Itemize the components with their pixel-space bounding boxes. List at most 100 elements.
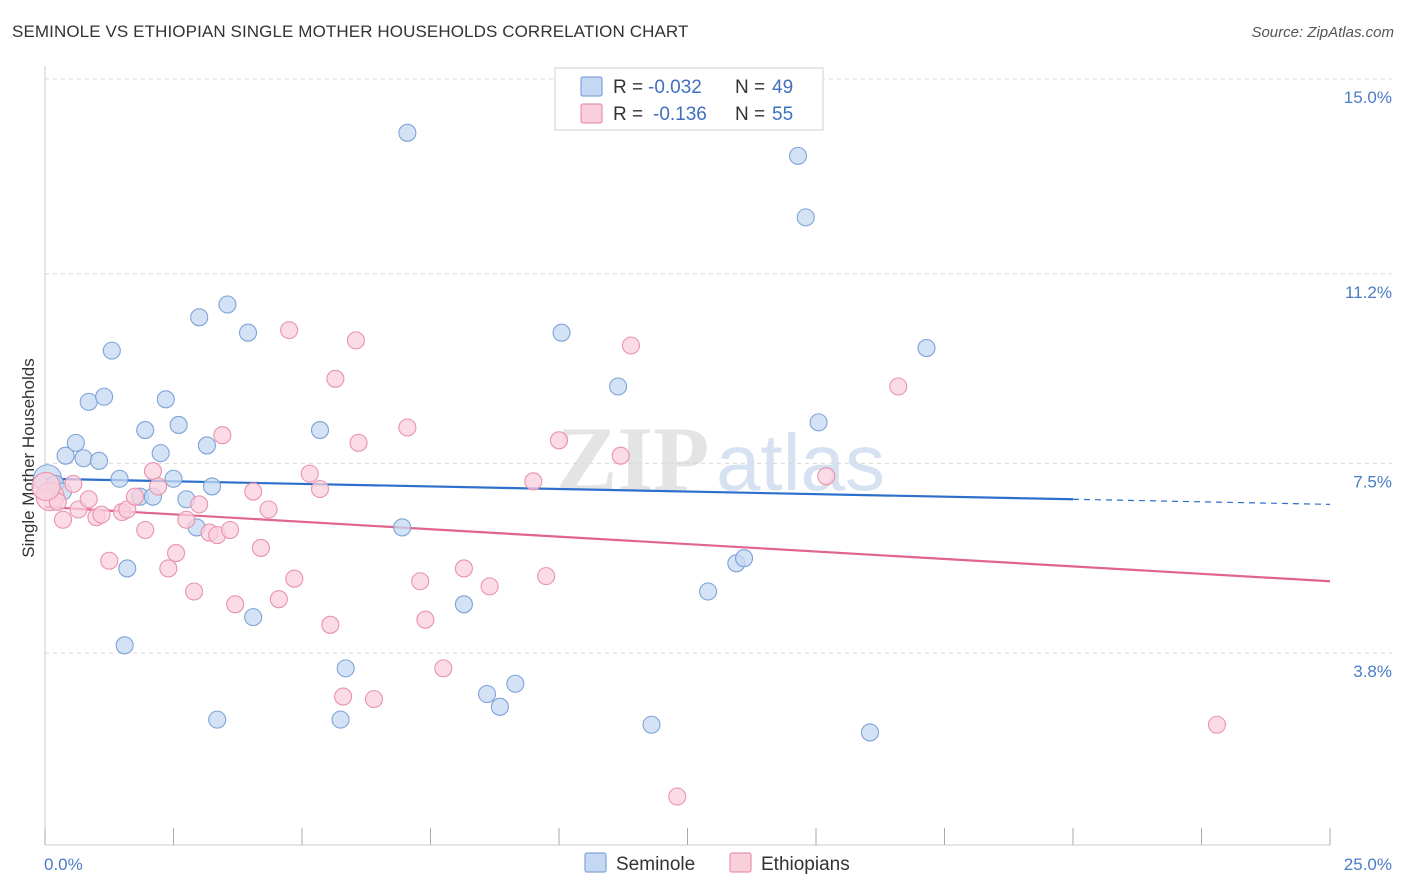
- ethiopian-point: [334, 687, 353, 706]
- legend-n-value-2: 55: [772, 104, 793, 125]
- seminole-point: [151, 444, 170, 463]
- ethiopian-point: [321, 615, 340, 634]
- seminole-point: [74, 449, 93, 468]
- seminole-point: [110, 469, 129, 488]
- seminole-point: [734, 549, 754, 568]
- ethiopian-point: [611, 446, 630, 465]
- legend-n-label-1: N =: [735, 77, 765, 98]
- seminole-point: [95, 387, 114, 406]
- seminole-point: [118, 559, 137, 578]
- ethiopian-point: [411, 572, 430, 591]
- ethiopian-trend-line: [44, 505, 1331, 583]
- seminole-point: [136, 421, 155, 440]
- seminole-point: [203, 477, 222, 496]
- seminole-point: [398, 123, 417, 142]
- ethiopian-point: [53, 510, 73, 529]
- seminole-point: [477, 684, 497, 704]
- legend-n-value-1: 49: [772, 77, 793, 98]
- y-tick-label-1: 7.5%: [1353, 472, 1392, 491]
- ethiopian-point: [524, 472, 543, 491]
- ethiopian-point: [79, 490, 98, 509]
- seminole-point: [102, 341, 121, 360]
- seminole-point: [56, 446, 75, 465]
- seminole-point: [490, 697, 509, 716]
- seminole-point: [796, 208, 815, 227]
- source-credit: Source: ZipAtlas.com: [1251, 24, 1394, 41]
- ethiopian-point: [480, 577, 499, 596]
- seminole-point: [164, 469, 183, 488]
- ethiopian-point: [190, 495, 209, 514]
- y-tick-label-3: 15.0%: [1344, 88, 1392, 107]
- ethiopian-point: [668, 787, 687, 806]
- ethiopian-point: [185, 582, 204, 601]
- ethiopian-point: [143, 462, 162, 481]
- ethiopian-point: [416, 610, 435, 629]
- ethiopian-point: [177, 510, 196, 529]
- bottom-legend-swatch-ethiopians: [729, 852, 752, 873]
- ethiopian-point: [259, 500, 278, 519]
- legend-r-label-1: R =: [613, 77, 643, 98]
- ethiopian-point: [167, 544, 186, 563]
- ethiopian-point: [285, 569, 304, 588]
- seminole-point: [699, 582, 718, 601]
- axes: [44, 66, 1331, 846]
- ethiopian-point: [251, 538, 270, 557]
- seminole-point: [208, 710, 227, 729]
- legend-swatch-ethiopians: [580, 103, 603, 124]
- legend-r-value-2: -0.136: [653, 104, 707, 125]
- ethiopian-point: [159, 559, 178, 578]
- ethiopian-point: [398, 418, 417, 437]
- ethiopian-point: [226, 595, 245, 614]
- bottom-legend-ethiopians: Ethiopians: [761, 854, 850, 875]
- seminole-point: [156, 390, 175, 409]
- seminole-point: [310, 421, 330, 440]
- seminole-point: [506, 674, 525, 693]
- ethiopian-point: [326, 369, 345, 388]
- series-legend: Seminole Ethiopians: [584, 852, 850, 875]
- seminole-point: [66, 433, 85, 452]
- watermark-zip: ZIP: [556, 408, 709, 510]
- seminole-point: [860, 723, 880, 742]
- seminole-point: [393, 518, 412, 537]
- seminole-point: [552, 323, 571, 342]
- ethiopian-point: [454, 559, 473, 578]
- seminole-point: [642, 715, 661, 734]
- ethiopian-point: [125, 487, 144, 506]
- ethiopian-point: [549, 431, 569, 450]
- seminole-point: [244, 608, 263, 627]
- ethiopian-point: [621, 336, 641, 355]
- ethiopian-point: [31, 471, 61, 501]
- bottom-legend-seminole: Seminole: [616, 854, 695, 875]
- ethiopian-point: [244, 482, 263, 501]
- ethiopian-point: [149, 477, 168, 496]
- ethiopian-point: [300, 464, 319, 483]
- legend-r-label-2: R =: [613, 104, 643, 125]
- ethiopian-point: [136, 520, 155, 540]
- ethiopian-point: [889, 377, 908, 396]
- seminole-point: [89, 451, 109, 470]
- correlation-legend: R = -0.032 N = 49 R = -0.136 N = 55: [554, 67, 824, 131]
- ethiopian-point: [100, 551, 119, 570]
- ethiopian-point: [280, 321, 299, 340]
- seminole-point: [917, 339, 936, 358]
- seminole-trend-extension: [1072, 498, 1331, 505]
- ethiopian-points: [31, 321, 1226, 806]
- legend-n-label-2: N =: [735, 104, 765, 125]
- seminole-points: [33, 123, 936, 742]
- ethiopian-point: [537, 567, 556, 586]
- ethiopian-point: [220, 520, 240, 540]
- legend-swatch-seminole: [580, 76, 603, 97]
- seminole-point: [809, 413, 828, 432]
- seminole-point: [115, 636, 134, 655]
- y-tick-label-2: 11.2%: [1345, 283, 1392, 302]
- ethiopian-point: [434, 659, 453, 678]
- ethiopian-point: [364, 690, 384, 709]
- ethiopian-point: [92, 505, 111, 524]
- seminole-point: [218, 295, 237, 314]
- ethiopian-point: [1207, 715, 1226, 734]
- seminole-point: [454, 595, 473, 614]
- x-tick-label-min: 0.0%: [44, 855, 83, 874]
- ethiopian-point: [213, 426, 232, 445]
- seminole-point: [331, 710, 350, 729]
